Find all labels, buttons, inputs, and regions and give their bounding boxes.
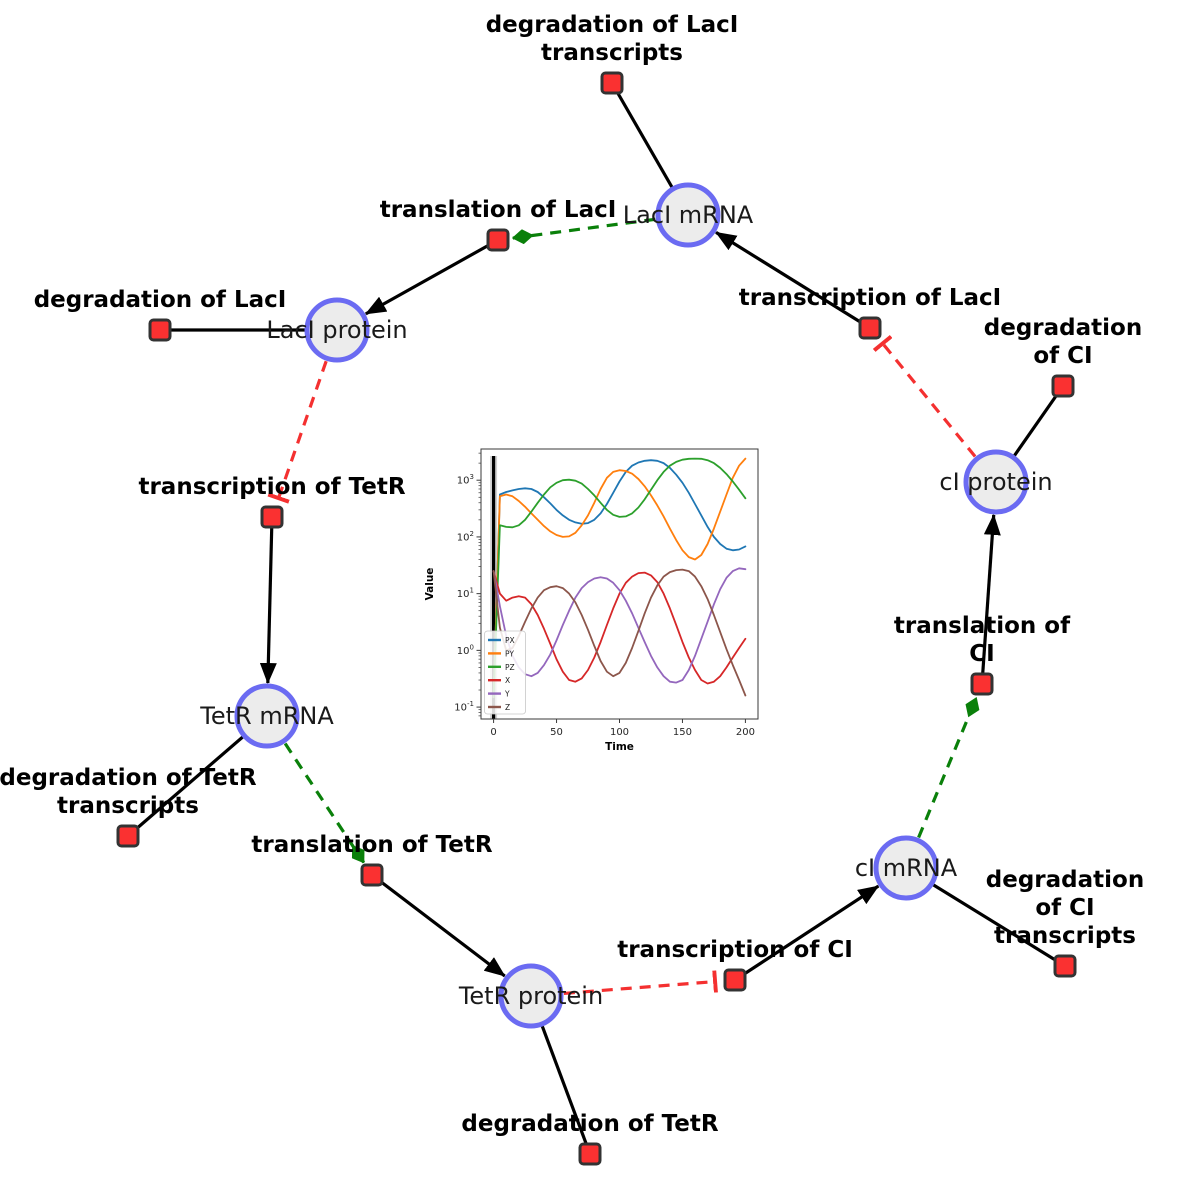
species-layer (234, 182, 1029, 1029)
edge-layer (126, 82, 1066, 1155)
edge-ci_protein-txn_laci-inhibition (872, 334, 977, 458)
legend-entry-PX: PX (505, 636, 515, 645)
chart-y-tick-label: 10-1 (454, 700, 474, 714)
edge-tetr_protein-txn_ci-inhibition (563, 970, 718, 996)
chart-x-axis-label: Time (605, 741, 634, 753)
curve-Y (492, 567, 747, 684)
edge-txn_laci-laci_mrna-arrow (715, 231, 871, 330)
curve-Z (492, 568, 747, 697)
legend-entry-Z: Z (505, 703, 510, 712)
inset-chart: 0 50 100 150 20010-1100101102103TimeValuePXP… (424, 448, 759, 753)
edge-transl_laci-laci_protein-arrow (364, 238, 499, 316)
chart-legend: PX PY PZ XYZ (484, 630, 526, 715)
chart-y-tick-label: 101 (457, 587, 474, 601)
chart-y-tick-label: 102 (457, 530, 474, 544)
chart-x-tick-label: 0 (490, 727, 496, 738)
chart-y-tick-label: 103 (457, 473, 474, 487)
edge-laci_protein-txn_tetr-inhibition (267, 360, 328, 504)
species-node-ci_protein (963, 449, 1029, 515)
curve-PY (492, 457, 747, 698)
species-node-laci_mrna (655, 182, 721, 248)
chart-x-tick-label: 200 (736, 727, 755, 738)
species-node-tetr_protein (498, 963, 564, 1029)
curve-X (492, 570, 747, 685)
chart-x-tick-label: 150 (673, 727, 692, 738)
legend-entry-PZ: PZ (505, 663, 515, 672)
edge-laci_mrna-transl_laci-activation (511, 217, 656, 245)
species-node-laci_protein (304, 297, 370, 363)
edge-ci_mrna-transl_ci-activation (917, 696, 980, 839)
edge-txn_ci-ci_mrna-arrow (734, 884, 880, 982)
legend-entry-PY: PY (505, 649, 514, 658)
curve-PZ (492, 457, 747, 698)
chart-y-tick-label: 100 (457, 643, 474, 657)
species-node-tetr_mrna (234, 683, 300, 749)
species-node-ci_mrna (873, 835, 939, 901)
edge-txn_tetr-tetr_mrna-arrow (259, 516, 277, 685)
chart-y-axis-label: Value (424, 568, 436, 601)
edge-tetr_mrna-transl_tetr-activation (283, 742, 366, 864)
curve-PX (492, 459, 747, 698)
legend-entry-X: X (505, 676, 510, 685)
legend-entry-Y: Y (504, 690, 510, 699)
chart-x-tick-label: 100 (610, 727, 629, 738)
edge-transl_ci-ci_protein-arrow (980, 513, 1001, 685)
edge-transl_tetr-tetr_protein-arrow (371, 873, 506, 978)
chart-x-tick-label: 50 (550, 727, 563, 738)
